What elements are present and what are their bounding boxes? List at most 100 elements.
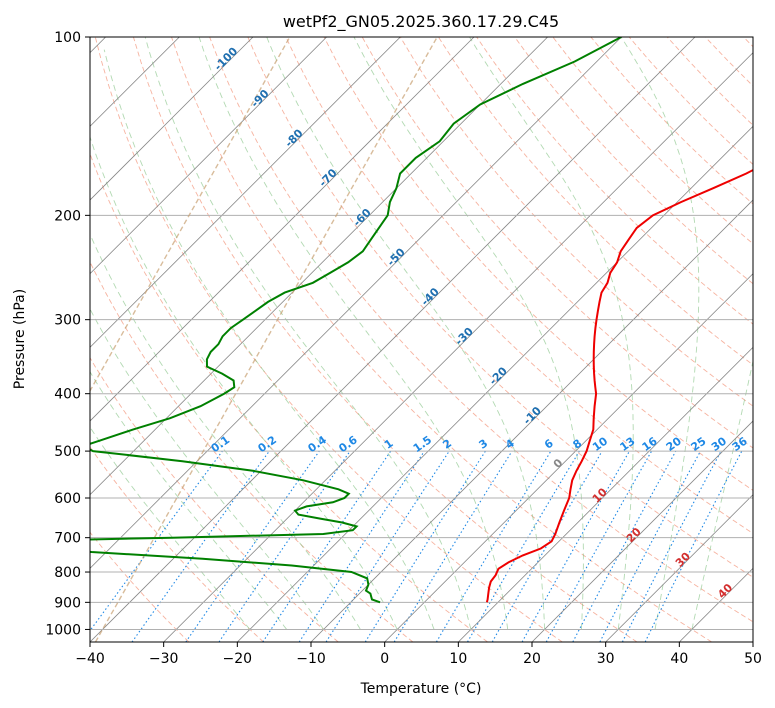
moist-adiabat	[198, 37, 509, 630]
dry-adiabat	[94, 37, 563, 642]
isotherm-line	[531, 420, 753, 642]
x-tick-label: 20	[523, 651, 541, 667]
brown-curves	[90, 37, 438, 642]
mixing-ratio-line	[467, 450, 580, 642]
dry-adiabat	[90, 261, 414, 642]
moist-adiabat	[90, 370, 288, 630]
mixing-ratio-line	[262, 450, 392, 642]
dry-adiabat	[247, 37, 753, 578]
mixing-ratio-label: 1.5	[411, 433, 434, 455]
isotherm-label: 30	[673, 549, 693, 569]
mixing-ratio-line	[325, 450, 450, 642]
isotherm-label: -60	[351, 206, 374, 229]
moist-adiabat	[266, 37, 546, 630]
brown-curve	[94, 37, 438, 642]
chart-title: wetPf2_GN05.2025.360.17.29.C45	[283, 12, 559, 32]
dry-adiabat	[171, 37, 712, 642]
y-tick-label: 500	[54, 444, 81, 460]
x-axis-ticks: −40 −30 −20 −10 0 10 20 30 40 50	[75, 642, 762, 667]
isotherm-line	[752, 641, 753, 642]
isotherm-line	[90, 37, 327, 275]
isotherm-line	[310, 199, 753, 642]
mixing-ratio-line	[599, 450, 701, 642]
mixing-ratio-label: 2	[440, 437, 454, 452]
x-tick-label: 30	[597, 651, 615, 667]
isotherm-line	[90, 37, 696, 642]
mixing-ratio-line	[393, 450, 513, 642]
mixing-ratio-line	[572, 450, 677, 642]
mixing-ratio-line	[521, 450, 630, 642]
brown-curve	[90, 37, 291, 393]
y-tick-label: 400	[54, 387, 81, 403]
moist-adiabat	[691, 359, 753, 630]
mixing-ratio-label: 3	[477, 437, 491, 452]
mixing-ratio-line	[90, 450, 223, 632]
profile-lines	[90, 37, 753, 604]
dry-adiabat	[704, 37, 753, 87]
dry-adiabat	[552, 37, 753, 245]
dry-adiabat	[209, 37, 753, 623]
dry-adiabat	[476, 37, 753, 325]
isotherm-line	[90, 37, 475, 422]
y-axis-label: Pressure (hPa)	[12, 289, 28, 389]
moist-adiabat	[90, 233, 361, 630]
isopleth-labels: 0.1 0.2 0.4 0.6 1 1.5 2 3 4 6 8 10 13 16 20 25 30 36-100-…	[209, 44, 750, 601]
dry-adiabats	[90, 37, 753, 642]
y-tick-label: 600	[54, 491, 81, 507]
x-tick-label: 10	[449, 651, 467, 667]
isotherm-label: -30	[453, 325, 476, 348]
dry-adiabat	[132, 37, 638, 642]
moist-adiabat	[469, 37, 634, 630]
isotherm-label: -90	[248, 87, 271, 110]
mixing-ratio-line	[644, 450, 743, 642]
isotherm-line	[458, 346, 753, 642]
moist-adiabat	[620, 37, 700, 630]
plot-area: 0.1 0.2 0.4 0.6 1 1.5 2 3 4 6 8 10 13 16 20 25 30 36-100-…	[90, 37, 753, 642]
isotherm-line	[163, 52, 753, 642]
mixing-ratio-line	[131, 450, 270, 642]
isotherm-line	[90, 37, 254, 201]
isotherm-line	[237, 125, 753, 642]
dry-adiabat	[399, 37, 753, 407]
isotherm-label: -20	[487, 364, 510, 387]
isotherm-line	[384, 273, 753, 642]
mixing-ratio-lines	[90, 450, 743, 642]
x-tick-label: 0	[380, 651, 389, 667]
isotherm-label: 40	[715, 581, 735, 601]
moist-adiabat	[353, 37, 584, 630]
mixing-ratio-line	[185, 450, 320, 642]
dry-adiabat	[323, 37, 753, 491]
isotherm-line	[679, 567, 753, 642]
y-axis-ticks: 100 200 300 400 500 600 700 800 900 1000	[45, 30, 90, 638]
isotherm-line	[605, 494, 753, 642]
mixing-ratio-line	[218, 450, 351, 642]
x-tick-label: 40	[670, 651, 688, 667]
moist-adiabat	[90, 426, 251, 630]
y-tick-label: 700	[54, 531, 81, 547]
temperature-profile	[485, 168, 753, 603]
dry-adiabat	[90, 356, 339, 642]
mixing-ratio-line	[545, 450, 653, 642]
isotherm-label: -70	[316, 166, 339, 189]
mixing-ratio-label: 6	[542, 437, 556, 452]
moist-adiabat	[90, 135, 398, 630]
isotherm-line	[90, 37, 401, 348]
mixing-ratio-line	[435, 450, 552, 642]
isotherm-line	[90, 37, 548, 496]
dry-adiabat	[90, 446, 264, 642]
plot-frame	[89, 36, 754, 643]
dry-adiabat	[514, 37, 753, 285]
x-tick-label: −20	[223, 651, 253, 667]
moist-adiabat	[144, 37, 472, 630]
pressure-gridlines	[90, 37, 753, 630]
dry-adiabat	[285, 37, 753, 535]
isotherm-label: -100	[212, 44, 241, 73]
mixing-ratio-line	[298, 450, 425, 642]
mixing-ratio-label: 0.2	[256, 433, 279, 455]
isotherm-label: 20	[624, 525, 644, 545]
x-tick-label: −10	[296, 651, 326, 667]
mixing-ratio-label: 4	[503, 437, 517, 452]
isotherm-label: -50	[385, 245, 408, 268]
dry-adiabat	[90, 531, 190, 642]
